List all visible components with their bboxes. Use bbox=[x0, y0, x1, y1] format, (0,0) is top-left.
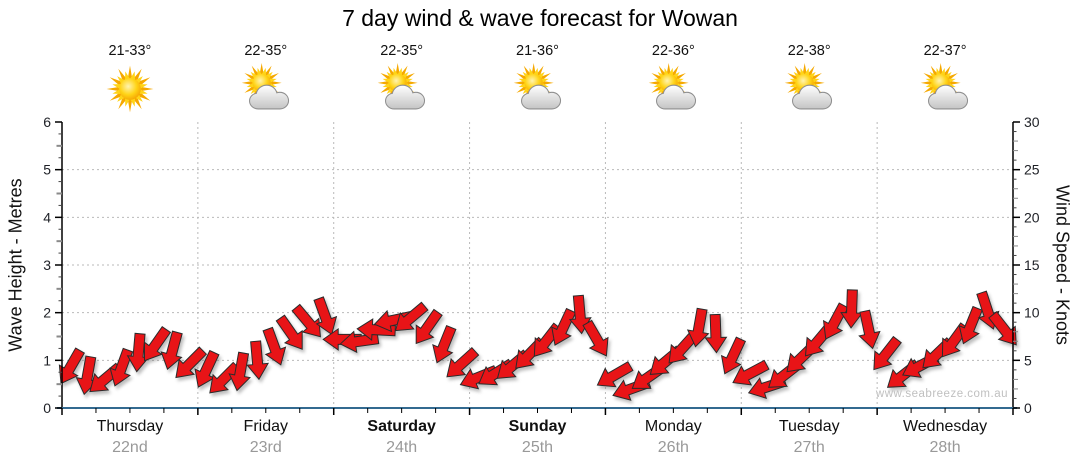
day-name: Sunday bbox=[508, 418, 567, 435]
page-title: 7 day wind & wave forecast for Wowan bbox=[342, 5, 738, 31]
wind-arrow bbox=[291, 303, 321, 338]
day-date: 25th bbox=[521, 439, 554, 456]
day-label-monday: Monday 26th bbox=[645, 417, 702, 459]
day-name: Thursday bbox=[96, 418, 164, 435]
wind-arrow bbox=[262, 326, 287, 366]
day-label-wednesday: Wednesday 28th bbox=[903, 417, 987, 459]
wind-arrow bbox=[322, 327, 362, 351]
day-column-friday: 22-35° bbox=[238, 42, 294, 115]
day-date: 26th bbox=[657, 439, 689, 456]
wind-arrow bbox=[551, 307, 577, 346]
wind-arrow bbox=[313, 296, 338, 336]
right-tick-label: 0 bbox=[1024, 400, 1032, 416]
day-column-sunday: 21-36° bbox=[510, 42, 566, 115]
day-date: 22nd bbox=[112, 439, 148, 456]
sunny-icon bbox=[102, 63, 158, 115]
temp-range: 22-37° bbox=[923, 43, 967, 59]
wind-arrow bbox=[394, 301, 429, 332]
wind-arrow bbox=[228, 351, 251, 392]
day-column-tuesday: 22-38° bbox=[781, 42, 837, 115]
day-name: Friday bbox=[243, 418, 289, 435]
partly-cloudy-icon bbox=[781, 63, 837, 115]
day-name: Tuesday bbox=[778, 418, 840, 435]
temp-range: 22-36° bbox=[651, 43, 695, 59]
day-label-sunday: Sunday 25th bbox=[509, 417, 567, 459]
wind-arrow bbox=[432, 324, 457, 364]
wind-arrow bbox=[58, 347, 86, 385]
right-tick-label: 5 bbox=[1024, 352, 1032, 368]
day-date: 27th bbox=[793, 439, 825, 456]
right-tick-label: 20 bbox=[1024, 209, 1040, 225]
temp-range: 22-35° bbox=[380, 43, 424, 59]
day-name: Saturday bbox=[367, 418, 436, 435]
partly-cloudy-icon bbox=[917, 63, 973, 115]
wind-arrow bbox=[109, 347, 134, 387]
wind-arrow bbox=[858, 309, 881, 350]
wind-arrow bbox=[988, 311, 1017, 346]
wind-arrow bbox=[720, 336, 747, 375]
wind-arrow bbox=[415, 308, 443, 345]
wind-arrow bbox=[175, 346, 208, 379]
left-tick-label: 1 bbox=[43, 352, 51, 368]
left-tick-label: 2 bbox=[43, 305, 51, 321]
left-tick-label: 4 bbox=[43, 209, 51, 225]
wind-arrow bbox=[275, 314, 303, 350]
wind-arrow bbox=[686, 307, 710, 348]
right-tick-label: 10 bbox=[1024, 305, 1040, 321]
right-tick-label: 15 bbox=[1024, 257, 1040, 273]
partly-cloudy-icon bbox=[238, 63, 294, 115]
wind-arrow bbox=[582, 319, 609, 357]
day-column-thursday: 21-33° bbox=[102, 42, 158, 115]
left-tick-label: 0 bbox=[43, 400, 51, 416]
wind-arrow bbox=[958, 305, 983, 345]
wind-speed-axis-label: Wind Speed - Knots bbox=[1052, 184, 1073, 346]
wind-arrow bbox=[446, 346, 480, 378]
watermark: www.seabreeze.com.au bbox=[875, 388, 1008, 400]
day-label-tuesday: Tuesday 27th bbox=[779, 417, 840, 459]
wind-arrow bbox=[873, 335, 902, 371]
wind-arrow bbox=[596, 361, 634, 388]
day-column-wednesday: 22-37° bbox=[917, 42, 973, 115]
day-date: 28th bbox=[929, 439, 961, 456]
day-name: Wednesday bbox=[902, 418, 988, 435]
wind-arrow-series bbox=[58, 289, 1017, 401]
temp-range: 21-36° bbox=[516, 43, 559, 59]
day-label-thursday: Thursday 22nd bbox=[97, 417, 164, 459]
wave-height-axis-label: Wave Height - Metres bbox=[5, 178, 26, 352]
wind-arrow bbox=[668, 330, 699, 364]
day-label-friday: Friday 23rd bbox=[244, 417, 288, 459]
wind-arrow bbox=[840, 289, 864, 329]
day-column-saturday: 22-35° bbox=[374, 42, 430, 115]
wind-arrow bbox=[160, 330, 183, 370]
wind-arrow bbox=[704, 313, 728, 354]
right-tick-label: 30 bbox=[1024, 114, 1040, 130]
day-date: 24th bbox=[386, 439, 418, 456]
day-name: Monday bbox=[644, 418, 702, 435]
left-tick-label: 5 bbox=[43, 162, 51, 178]
temp-range: 22-38° bbox=[787, 43, 831, 59]
wind-arrow bbox=[144, 325, 172, 362]
partly-cloudy-icon bbox=[510, 63, 566, 115]
wind-arrow bbox=[246, 340, 270, 381]
partly-cloudy-icon bbox=[645, 63, 701, 115]
right-tick-label: 25 bbox=[1024, 162, 1040, 178]
wind-arrow bbox=[209, 361, 241, 394]
temp-range: 22-35° bbox=[244, 43, 288, 59]
wind-arrow bbox=[126, 332, 150, 373]
left-tick-label: 6 bbox=[43, 114, 51, 130]
day-label-saturday: Saturday 24th bbox=[367, 417, 435, 459]
wind-arrow bbox=[732, 359, 770, 386]
left-tick-label: 3 bbox=[43, 257, 51, 273]
day-column-monday: 22-36° bbox=[645, 42, 701, 115]
partly-cloudy-icon bbox=[374, 63, 430, 115]
wind-arrow bbox=[822, 302, 849, 340]
day-date: 23rd bbox=[249, 439, 282, 456]
temp-range: 21-33° bbox=[108, 43, 152, 59]
